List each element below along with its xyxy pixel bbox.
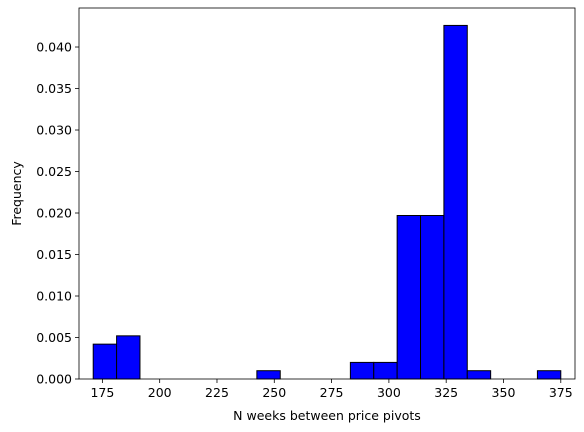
y-axis-ticks: 0.000 0.005 0.010 0.015 0.020 0.025 0.030 0.035…: [36, 40, 79, 387]
bar-group: [92, 24, 562, 380]
x-tick-label: 200: [148, 385, 172, 400]
y-tick-label: 0.015: [36, 247, 72, 262]
x-tick-label: 275: [320, 385, 344, 400]
x-tick-label: 225: [205, 385, 229, 400]
y-tick-label: 0.035: [36, 81, 72, 96]
histogram-bar: [443, 24, 468, 380]
x-tick-label: 250: [262, 385, 286, 400]
histogram-bar: [116, 335, 141, 380]
y-tick-label: 0.000: [36, 372, 72, 387]
x-tick-label: 350: [492, 385, 516, 400]
histogram-bar: [373, 361, 398, 380]
y-tick-label: 0.020: [36, 206, 72, 221]
y-tick-label: 0.010: [36, 289, 72, 304]
x-tick-label: 375: [549, 385, 573, 400]
histogram-bar: [92, 343, 118, 380]
plot-frame: [78, 7, 576, 380]
y-tick-label: 0.005: [36, 330, 72, 345]
histogram-bar: [420, 214, 445, 380]
y-tick-label: 0.030: [36, 123, 72, 138]
histogram-bar: [396, 214, 422, 380]
histogram-bar: [349, 361, 375, 380]
y-tick-label: 0.040: [36, 40, 72, 55]
x-tick-label: 300: [377, 385, 401, 400]
histogram-bar: [536, 370, 562, 380]
x-tick-label: 325: [434, 385, 458, 400]
y-tick-label: 0.025: [36, 164, 72, 179]
x-tick-label: 175: [90, 385, 114, 400]
histogram-bar: [466, 370, 492, 380]
x-axis-ticks: 175 200 225 250 275 300 325 350 375: [90, 379, 573, 400]
y-axis-label: Frequency: [9, 161, 24, 226]
histogram-bar: [256, 370, 281, 380]
x-axis-label: N weeks between price pivots: [233, 408, 421, 423]
